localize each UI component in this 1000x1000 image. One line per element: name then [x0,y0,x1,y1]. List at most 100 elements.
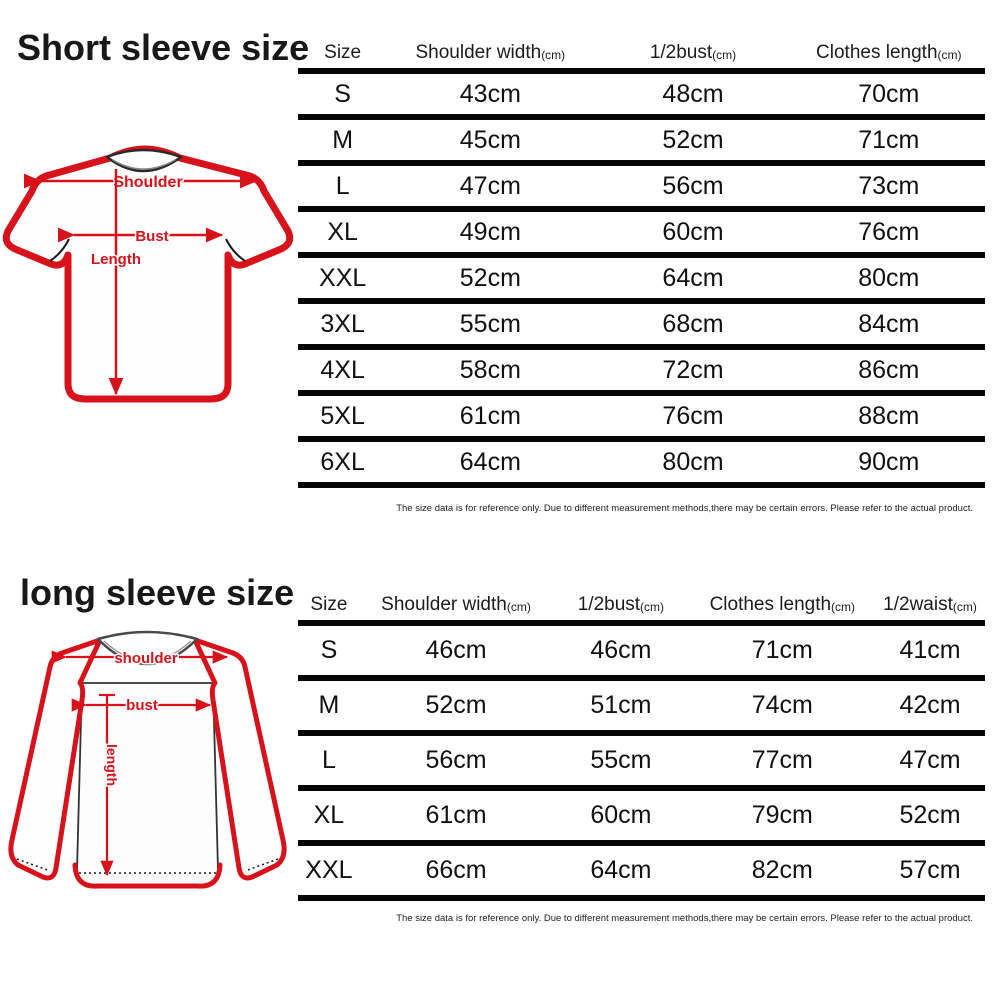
row-separator [298,252,985,258]
cuff-stitch-right [244,858,279,872]
row-separator [298,840,985,846]
clothes-length-cell: 71cm [751,636,813,664]
size-cell: L [335,171,350,200]
table-row: S 43cm 48cm 70cm [298,74,985,114]
row-separator [298,206,985,212]
row-separator [298,160,985,166]
size-cell: XL [327,217,358,246]
long-sleeve-size-table: Size Shoulder width(cm) 1/2bust(cm) Clot… [298,583,985,901]
clothes-length-cell: 76cm [858,217,920,246]
header-separator [298,620,985,626]
long-sleeve-shirt-diagram: shoulder bust length [8,630,287,889]
row-separator [298,482,985,488]
half-bust-cell: 60cm [590,801,652,829]
shoulder-width-cell: 47cm [459,171,521,200]
column-header-label: 1/2bust [577,594,641,615]
size-cell: XXL [305,856,353,884]
short-table-disclaimer: The size data is for reference only. Due… [396,503,973,514]
clothes-length-cell: 86cm [858,355,920,384]
size-cell: 5XL [320,401,365,430]
shoulder-width-cell: 52cm [425,691,487,719]
half-bust-cell: 51cm [590,691,652,719]
table-row: XXL 52cm 64cm 80cm [298,258,985,298]
size-cell: 3XL [320,309,365,338]
column-header-label: Size [310,594,348,615]
column-header: Clothes length(cm) [690,594,875,620]
half-waist-cell: 47cm [899,746,961,774]
table-row: XL 49cm 60cm 76cm [298,212,985,252]
table-row: M 45cm 52cm 71cm [298,120,985,160]
hem-outline [72,862,223,889]
shoulder-width-cell: 49cm [459,217,521,246]
column-header: Size [298,594,360,620]
clothes-length-cell: 88cm [858,401,920,430]
column-header: Clothes length(cm) [793,42,985,68]
shoulder-width-cell: 61cm [425,801,487,829]
column-header-unit: (cm) [541,48,566,62]
row-separator [298,344,985,350]
short-sleeve-title: Short sleeve size [17,27,310,68]
clothes-length-cell: 77cm [751,746,813,774]
size-cell: 4XL [320,355,365,384]
table-row: 6XL 64cm 80cm 90cm [298,442,985,482]
shoulder-width-cell: 46cm [425,636,487,664]
long-table-disclaimer: The size data is for reference only. Due… [396,913,973,924]
shoulder-width-cell: 43cm [459,79,521,108]
column-header-label: Shoulder width [415,42,542,63]
clothes-length-cell: 90cm [858,447,920,476]
column-header: 1/2bust(cm) [552,594,689,620]
half-bust-cell: 60cm [662,217,724,246]
clothes-length-cell: 84cm [858,309,920,338]
size-cell: M [332,125,354,154]
underarm-line-right [225,238,246,262]
table-row: M 52cm 51cm 74cm 42cm [298,681,985,730]
clothes-length-cell: 70cm [858,79,920,108]
bust-label: bust [126,697,158,714]
half-bust-cell: 68cm [662,309,724,338]
column-header-unit: (cm) [640,600,665,614]
shoulder-width-cell: 64cm [459,447,521,476]
shoulder-width-cell: 45cm [459,125,521,154]
table-row: S 46cm 46cm 71cm 41cm [298,626,985,675]
row-separator [298,390,985,396]
size-cell: S [320,636,338,664]
bust-label: Bust [135,228,168,245]
half-bust-cell: 80cm [662,447,724,476]
column-header-unit: (cm) [831,600,856,614]
clothes-length-cell: 82cm [751,856,813,884]
clothes-length-cell: 80cm [858,263,920,292]
clothes-length-cell: 79cm [751,801,813,829]
shoulder-label: shoulder [114,650,178,667]
cuff-stitch-left [16,858,51,872]
row-separator [298,895,985,901]
column-header: 1/2bust(cm) [593,42,792,68]
header-separator [298,68,985,74]
column-header: Size [298,42,387,68]
clothes-length-cell: 73cm [858,171,920,200]
shoulder-width-cell: 66cm [425,856,487,884]
half-bust-cell: 64cm [662,263,724,292]
column-header-label: Size [324,42,362,63]
sleeve-right [192,637,287,881]
size-cell: L [321,746,336,774]
size-cell: 6XL [320,447,365,476]
half-bust-cell: 64cm [590,856,652,884]
column-header-label: Shoulder width [381,594,507,615]
column-header-label: Clothes length [709,594,832,615]
table-row: 3XL 55cm 68cm 84cm [298,304,985,344]
shoulder-width-cell: 55cm [459,309,521,338]
half-bust-cell: 55cm [590,746,652,774]
table-row: XXL 66cm 64cm 82cm 57cm [298,846,985,895]
column-header-label: Clothes length [816,42,938,63]
size-cell: M [318,691,340,719]
column-header: Shoulder width(cm) [387,42,593,68]
column-header-label: 1/2waist [883,594,953,615]
half-waist-cell: 57cm [899,856,961,884]
length-label: length [104,744,120,786]
table-row: L 56cm 55cm 77cm 47cm [298,736,985,785]
row-separator [298,436,985,442]
half-bust-cell: 46cm [590,636,652,664]
tshirt-outline [2,145,294,403]
half-bust-cell: 76cm [662,401,724,430]
table-row: XL 61cm 60cm 79cm 52cm [298,791,985,840]
